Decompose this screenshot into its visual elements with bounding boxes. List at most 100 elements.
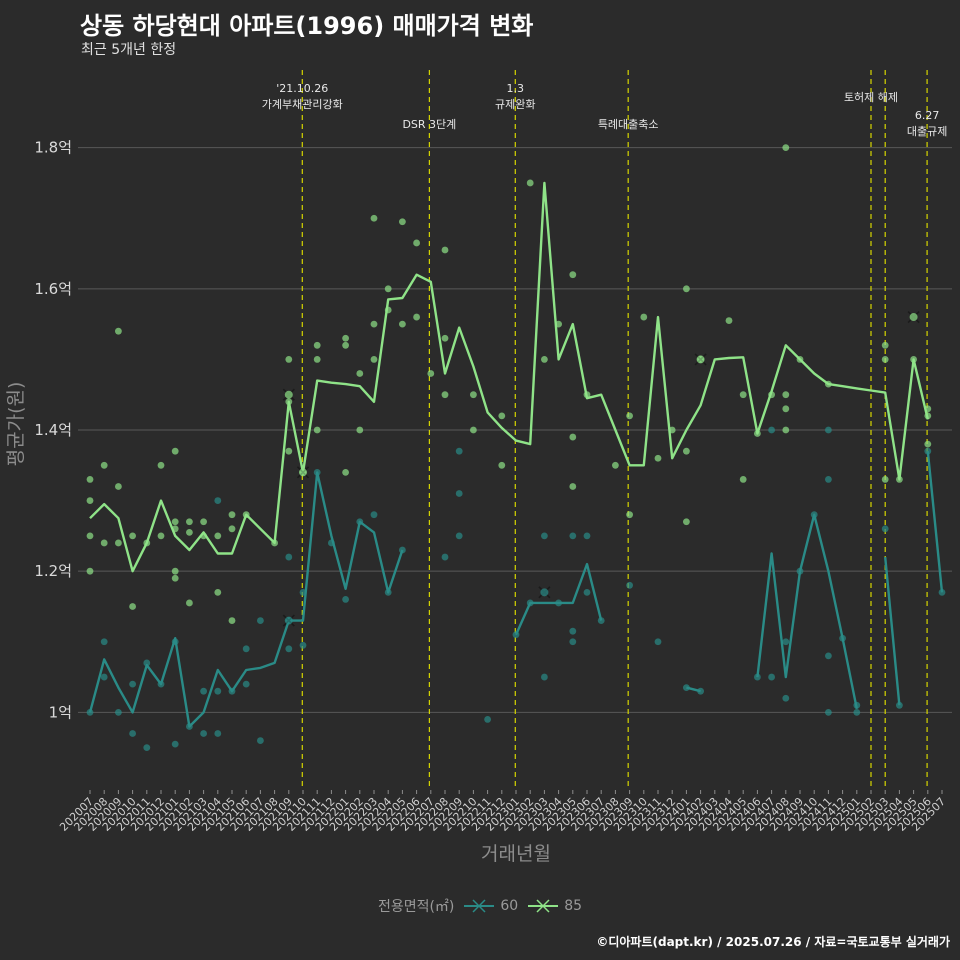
highlight-cross-85: [694, 353, 707, 366]
transaction-point-85: [881, 476, 889, 483]
transaction-point-85: [86, 476, 94, 483]
transaction-point-60: [541, 673, 548, 681]
transaction-point-85: [441, 246, 449, 254]
legend-item-85: 85: [526, 896, 582, 916]
transaction-point-85: [115, 539, 122, 547]
transaction-point-60: [129, 680, 137, 688]
transaction-point-60: [853, 708, 861, 716]
transaction-point-85: [313, 356, 321, 363]
transaction-point-60: [626, 581, 633, 589]
transaction-points: [86, 144, 946, 752]
policy-event-label: 토허제 해제: [844, 90, 898, 104]
policy-event-lines: [301, 70, 928, 790]
transaction-point-85: [413, 239, 420, 247]
policy-event-label: 특례대출축소: [598, 118, 659, 131]
transaction-point-85: [370, 356, 378, 363]
transaction-point-85: [228, 511, 236, 519]
transaction-point-85: [356, 426, 364, 434]
transaction-point-85: [313, 341, 321, 349]
transaction-point-85: [186, 599, 193, 607]
cross-point: [284, 616, 293, 625]
transaction-point-85: [285, 447, 293, 455]
cross-point: [540, 588, 549, 597]
transaction-point-85: [228, 525, 236, 533]
transaction-point-85: [683, 447, 690, 455]
transaction-point-85: [214, 532, 222, 540]
transaction-point-85: [498, 461, 506, 469]
transaction-point-85: [569, 483, 577, 490]
transaction-point-85: [498, 412, 506, 420]
transaction-point-85: [129, 532, 137, 540]
transaction-point-60: [825, 652, 832, 660]
transaction-point-85: [86, 567, 94, 575]
y-tick-label: 1.4억: [34, 421, 72, 439]
transaction-point-60: [115, 708, 122, 716]
transaction-point-85: [782, 144, 790, 152]
transaction-point-85: [157, 461, 165, 469]
transaction-point-85: [427, 370, 435, 377]
transaction-point-60: [441, 553, 449, 561]
policy-event-label: 규제완화: [495, 98, 535, 111]
transaction-point-85: [441, 334, 449, 342]
transaction-point-85: [129, 603, 137, 610]
chart-title: 상동 하당현대 아파트(1996) 매매가격 변화: [80, 12, 534, 40]
transaction-point-60: [285, 645, 293, 653]
transaction-point-60: [455, 490, 463, 497]
transaction-point-60: [242, 645, 250, 653]
transaction-point-85: [86, 532, 94, 540]
transaction-point-85: [782, 391, 790, 399]
transaction-point-60: [200, 687, 208, 695]
policy-event-label: 1.3: [507, 82, 525, 95]
policy-event-label: 가계부채관리강화: [262, 98, 343, 111]
transaction-point-85: [115, 327, 122, 335]
legend-label-60: 60: [500, 898, 519, 914]
transaction-point-60: [583, 588, 591, 596]
transaction-point-85: [370, 214, 378, 222]
transaction-point-60: [143, 659, 151, 667]
transaction-point-85: [342, 334, 349, 342]
transaction-point-85: [200, 518, 208, 526]
transaction-point-60: [569, 638, 577, 646]
transaction-point-60: [214, 497, 222, 504]
transaction-point-85: [100, 539, 108, 547]
legend-key-60-icon: [464, 899, 495, 913]
y-tick-label: 1.6억: [34, 280, 72, 298]
transaction-point-60: [825, 708, 832, 716]
transaction-point-85: [214, 588, 222, 596]
transaction-point-85: [782, 405, 790, 413]
transaction-point-85: [683, 518, 690, 526]
transaction-point-85: [171, 567, 179, 575]
transaction-point-60: [484, 716, 491, 723]
transaction-point-85: [612, 461, 619, 469]
transaction-point-85: [654, 454, 662, 462]
transaction-point-60: [541, 532, 548, 540]
transaction-point-60: [825, 476, 832, 483]
transaction-point-60: [143, 744, 151, 752]
transaction-point-85: [626, 511, 633, 519]
transaction-point-60: [782, 638, 790, 646]
transaction-point-60: [129, 730, 137, 737]
transaction-point-85: [683, 285, 690, 293]
series-lines: [88, 181, 944, 728]
transaction-point-85: [541, 356, 548, 363]
y-tick-label: 1.2억: [34, 562, 72, 580]
transaction-point-60: [455, 447, 463, 455]
transaction-point-85: [228, 617, 236, 624]
policy-event-label: 대출규제: [907, 125, 947, 138]
legend-key-85-icon: [528, 899, 559, 913]
highlight-cross-85: [296, 466, 310, 479]
transaction-point-85: [441, 391, 449, 399]
transaction-point-60: [100, 638, 108, 646]
chart-legend: 전용면적(㎡) 60 85: [0, 896, 960, 916]
transaction-point-60: [100, 673, 108, 681]
highlight-cross-60: [538, 586, 551, 599]
transaction-point-60: [782, 694, 790, 702]
transaction-point-60: [768, 426, 775, 434]
transaction-point-85: [342, 341, 349, 349]
x-axis-title: 거래년월: [481, 843, 551, 865]
transaction-point-85: [370, 320, 378, 328]
transaction-point-85: [115, 483, 122, 490]
transaction-point-60: [342, 596, 349, 603]
transaction-point-85: [569, 271, 577, 279]
